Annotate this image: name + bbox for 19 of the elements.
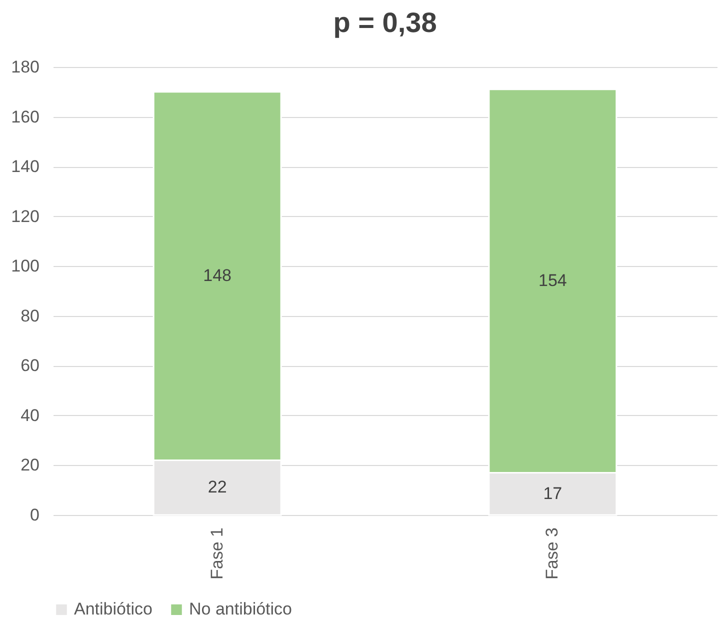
- y-tick-label: 160: [11, 107, 40, 126]
- y-tick-label: 40: [20, 406, 40, 425]
- y-tick-label: 180: [11, 58, 40, 76]
- x-tick-label: Fase 3: [542, 528, 562, 580]
- y-tick-label: 80: [20, 306, 40, 326]
- legend-label: Antibiótico: [74, 600, 152, 619]
- data-label: 154: [538, 271, 567, 290]
- data-label: 148: [203, 266, 232, 286]
- y-tick-label: 100: [11, 256, 40, 276]
- x-tick-label: Fase 1: [207, 528, 226, 580]
- y-tick-label: 60: [20, 356, 40, 376]
- y-tick-label: 140: [11, 157, 40, 176]
- y-tick-label: 20: [20, 456, 40, 475]
- data-label: 22: [208, 478, 227, 497]
- y-tick-label: 0: [30, 506, 40, 524]
- legend-label: No antibiótico: [189, 600, 292, 619]
- chart-title: p = 0,38: [333, 7, 437, 38]
- data-label: 17: [543, 484, 562, 503]
- y-tick-label: 120: [11, 206, 40, 226]
